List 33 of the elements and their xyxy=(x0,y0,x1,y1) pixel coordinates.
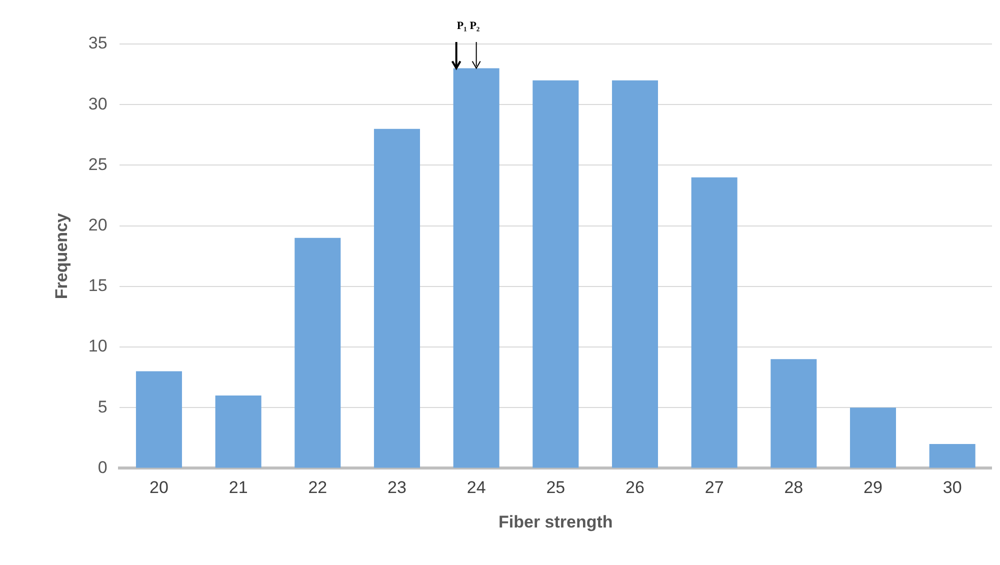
bar xyxy=(770,359,817,468)
x-tick-label: 30 xyxy=(942,478,962,498)
x-tick-label: 20 xyxy=(150,478,168,498)
bar xyxy=(294,238,341,468)
x-tick-label: 26 xyxy=(626,478,644,498)
y-tick-label: 35 xyxy=(88,34,108,53)
y-axis-title: Frequency xyxy=(52,212,71,300)
bar xyxy=(532,80,579,468)
bar xyxy=(215,395,262,468)
x-tick-label: 28 xyxy=(784,478,804,498)
x-axis-title: Fiber strength xyxy=(498,512,613,532)
y-tick-label: 5 xyxy=(98,397,108,416)
y-tick-label: 25 xyxy=(88,154,108,174)
y-tick-label: 15 xyxy=(88,276,108,296)
annotation: P₁ P₂ xyxy=(456,20,480,32)
x-tick-label: 21 xyxy=(228,478,248,498)
bar xyxy=(453,68,500,468)
x-tick-label: 29 xyxy=(864,478,882,498)
bar xyxy=(136,371,182,468)
y-tick-label: 10 xyxy=(88,336,108,356)
bar xyxy=(374,128,420,468)
x-tick-label: 23 xyxy=(388,478,406,498)
bar xyxy=(612,80,658,468)
bar xyxy=(929,444,976,468)
y-tick-label: 0 xyxy=(98,458,108,477)
x-tick-label: 24 xyxy=(466,478,486,498)
bar xyxy=(850,408,896,468)
y-tick-label: 30 xyxy=(88,94,108,114)
x-tick-label: 25 xyxy=(546,478,566,498)
x-tick-label: 22 xyxy=(308,478,328,498)
x-tick-label: 27 xyxy=(704,478,724,498)
bar xyxy=(691,177,738,468)
y-tick-label: 20 xyxy=(88,215,108,234)
